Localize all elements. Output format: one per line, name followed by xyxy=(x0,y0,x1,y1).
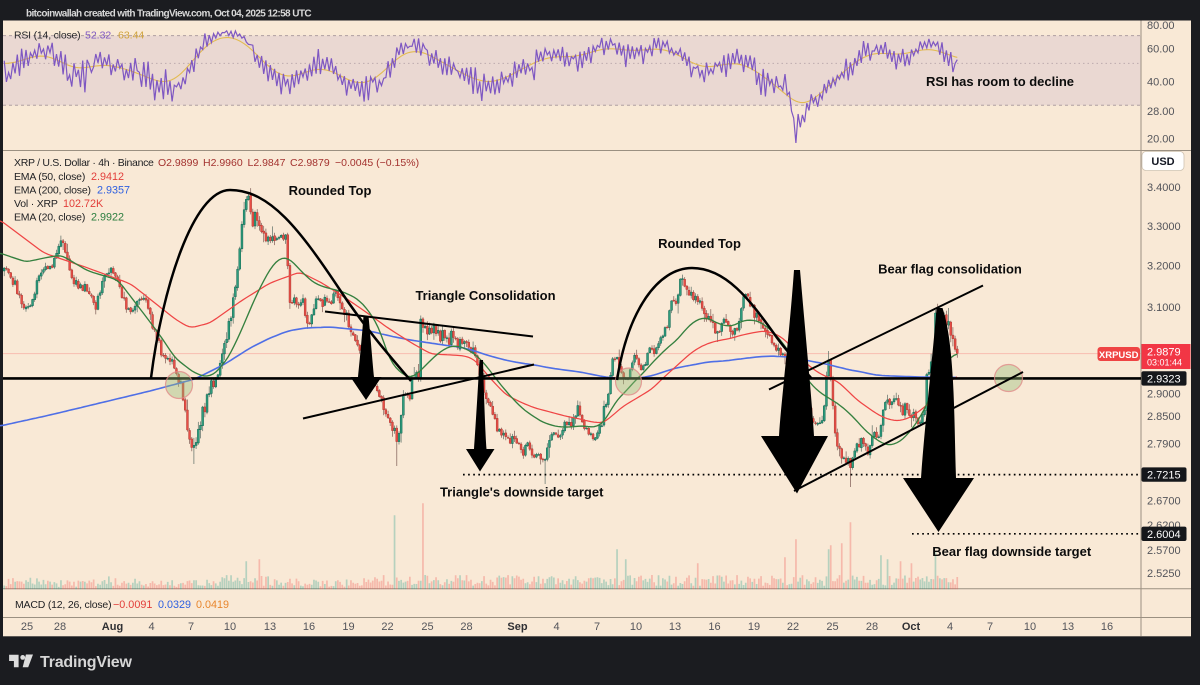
svg-text:10: 10 xyxy=(630,621,642,633)
svg-text:7: 7 xyxy=(987,621,993,633)
svg-text:Triangle's downside target: Triangle's downside target xyxy=(440,485,604,500)
svg-text:2.5700: 2.5700 xyxy=(1147,545,1181,557)
svg-text:28.00: 28.00 xyxy=(1147,106,1175,118)
svg-text:25: 25 xyxy=(421,621,433,633)
svg-text:19: 19 xyxy=(342,621,354,633)
svg-text:USD: USD xyxy=(1151,156,1174,168)
svg-text:2.5250: 2.5250 xyxy=(1147,568,1181,580)
svg-text:Oct: Oct xyxy=(902,621,921,633)
svg-text:60.00: 60.00 xyxy=(1147,44,1175,56)
svg-text:16: 16 xyxy=(708,621,720,633)
svg-text:Rounded Top: Rounded Top xyxy=(289,183,372,198)
svg-text:80.00: 80.00 xyxy=(1147,20,1175,32)
svg-text:2.6700: 2.6700 xyxy=(1147,496,1181,508)
svg-text:13: 13 xyxy=(1062,621,1074,633)
svg-text:28: 28 xyxy=(54,621,66,633)
svg-text:22: 22 xyxy=(381,621,393,633)
svg-text:3.4000: 3.4000 xyxy=(1147,182,1181,194)
svg-text:2.6004: 2.6004 xyxy=(1147,529,1181,541)
svg-text:52.32: 52.32 xyxy=(85,30,111,42)
svg-text:0.0419: 0.0419 xyxy=(196,599,229,611)
svg-text:28: 28 xyxy=(866,621,878,633)
svg-text:25: 25 xyxy=(826,621,838,633)
svg-text:L2.9847: L2.9847 xyxy=(248,157,286,169)
svg-text:102.72K: 102.72K xyxy=(63,198,104,210)
svg-text:03:01:44: 03:01:44 xyxy=(1147,358,1182,368)
svg-text:4: 4 xyxy=(148,621,154,633)
svg-text:22: 22 xyxy=(787,621,799,633)
svg-text:RSI (14, close): RSI (14, close) xyxy=(14,30,80,42)
svg-text:3.3000: 3.3000 xyxy=(1147,221,1181,233)
svg-text:XRPUSD: XRPUSD xyxy=(1099,350,1139,361)
svg-text:2.9922: 2.9922 xyxy=(91,211,124,223)
svg-text:16: 16 xyxy=(1101,621,1113,633)
svg-text:RSI has room to decline: RSI has room to decline xyxy=(926,74,1074,89)
svg-text:C2.9879: C2.9879 xyxy=(290,157,330,169)
svg-text:0.0329: 0.0329 xyxy=(158,599,191,611)
svg-text:40.00: 40.00 xyxy=(1147,77,1175,89)
svg-text:Sep: Sep xyxy=(507,621,527,633)
svg-text:63.44: 63.44 xyxy=(118,30,144,42)
svg-text:19: 19 xyxy=(748,621,760,633)
svg-text:2.9412: 2.9412 xyxy=(91,171,124,183)
svg-text:XRP / U.S. Dollar · 4h · Binan: XRP / U.S. Dollar · 4h · Binance xyxy=(14,157,154,169)
svg-text:28: 28 xyxy=(460,621,472,633)
svg-text:10: 10 xyxy=(1024,621,1036,633)
svg-text:2.9323: 2.9323 xyxy=(1147,373,1181,385)
svg-text:Rounded Top: Rounded Top xyxy=(658,236,741,251)
svg-text:Bear flag downside target: Bear flag downside target xyxy=(932,544,1092,559)
svg-text:−0.0045 (−0.15%): −0.0045 (−0.15%) xyxy=(335,157,419,169)
svg-text:H2.9960: H2.9960 xyxy=(203,157,243,169)
svg-text:bitcoinwallah created with Tra: bitcoinwallah created with TradingView.c… xyxy=(26,9,311,20)
svg-text:2.9879: 2.9879 xyxy=(1147,347,1181,359)
svg-text:EMA (50, close): EMA (50, close) xyxy=(14,171,85,183)
svg-text:16: 16 xyxy=(303,621,315,633)
svg-text:2.8500: 2.8500 xyxy=(1147,411,1181,423)
svg-text:13: 13 xyxy=(669,621,681,633)
svg-text:Vol · XRP: Vol · XRP xyxy=(14,198,58,210)
svg-text:13: 13 xyxy=(264,621,276,633)
svg-text:4: 4 xyxy=(553,621,559,633)
svg-text:2.7900: 2.7900 xyxy=(1147,439,1181,451)
svg-text:2.9357: 2.9357 xyxy=(97,185,130,197)
svg-text:20.00: 20.00 xyxy=(1147,134,1175,146)
svg-text:2.7215: 2.7215 xyxy=(1147,470,1181,482)
svg-text:Bear flag consolidation: Bear flag consolidation xyxy=(878,262,1022,277)
svg-text:3.2000: 3.2000 xyxy=(1147,261,1181,273)
svg-text:7: 7 xyxy=(188,621,194,633)
svg-text:EMA (20, close): EMA (20, close) xyxy=(14,211,85,223)
svg-text:4: 4 xyxy=(947,621,953,633)
svg-text:TradingView: TradingView xyxy=(40,654,133,671)
svg-text:2.9000: 2.9000 xyxy=(1147,388,1181,400)
svg-text:Aug: Aug xyxy=(102,621,123,633)
svg-text:Triangle Consolidation: Triangle Consolidation xyxy=(415,288,555,303)
svg-text:−0.0091: −0.0091 xyxy=(113,599,152,611)
svg-text:O2.9899: O2.9899 xyxy=(158,157,198,169)
svg-text:10: 10 xyxy=(224,621,236,633)
svg-text:3.1000: 3.1000 xyxy=(1147,302,1181,314)
svg-text:MACD (12, 26, close): MACD (12, 26, close) xyxy=(15,599,111,611)
svg-text:EMA (200, close): EMA (200, close) xyxy=(14,185,91,197)
svg-text:7: 7 xyxy=(594,621,600,633)
svg-text:25: 25 xyxy=(21,621,33,633)
